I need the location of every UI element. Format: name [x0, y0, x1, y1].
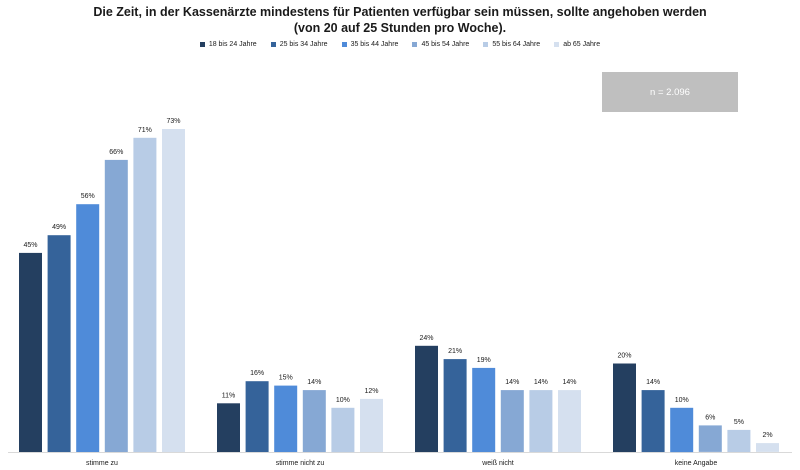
- legend-item: 18 bis 24 Jahre: [199, 41, 257, 48]
- bar-value-label: 56%: [81, 193, 95, 200]
- legend-item: 35 bis 44 Jahre: [341, 41, 399, 48]
- legend-swatch: [483, 42, 489, 47]
- bar: [443, 359, 467, 452]
- category-label: weiß nicht: [481, 460, 514, 467]
- category-label: stimme nicht zu: [276, 460, 325, 467]
- legend-swatch: [199, 42, 205, 47]
- bar-value-label: 14%: [505, 379, 519, 386]
- bar-value-label: 5%: [734, 419, 744, 426]
- bar-value-label: 10%: [336, 397, 350, 404]
- bar: [133, 137, 157, 453]
- bar-value-label: 49%: [52, 224, 66, 231]
- legend-label: 35 bis 44 Jahre: [350, 41, 399, 48]
- bar-value-label: 14%: [562, 379, 576, 386]
- category-label: stimme zu: [86, 460, 118, 467]
- bar-value-label: 66%: [109, 149, 123, 156]
- bar-value-label: 6%: [705, 414, 715, 421]
- legend-label: ab 65 Jahre: [563, 41, 601, 48]
- chart-title: Die Zeit, in der Kassenärzte mindestens …: [0, 4, 800, 36]
- legend-label: 25 bis 34 Jahre: [279, 41, 328, 48]
- bar: [162, 129, 185, 452]
- bar-value-label: 73%: [166, 118, 180, 125]
- bar: [698, 425, 722, 452]
- bar: [613, 363, 636, 452]
- legend-item: 25 bis 34 Jahre: [270, 41, 328, 48]
- bar: [558, 390, 581, 452]
- bar-value-label: 2%: [762, 432, 772, 439]
- bar: [529, 390, 553, 452]
- legend-item: 55 bis 64 Jahre: [483, 41, 540, 48]
- bar: [415, 345, 438, 452]
- bar: [670, 407, 694, 453]
- bar: [76, 204, 100, 452]
- bar: [47, 235, 71, 452]
- category-label: keine Angabe: [675, 460, 718, 467]
- legend-label: 45 bis 54 Jahre: [421, 41, 470, 48]
- legend-swatch: [554, 42, 560, 47]
- legend-swatch: [341, 42, 347, 47]
- bar: [331, 407, 355, 453]
- sample-size-box: n = 2.096: [602, 72, 738, 112]
- bar: [472, 367, 496, 452]
- bar: [104, 159, 128, 452]
- bar-value-label: 14%: [307, 379, 321, 386]
- bar-value-label: 21%: [448, 348, 462, 355]
- bar-value-label: 16%: [250, 370, 264, 377]
- bar-value-label: 15%: [279, 375, 293, 382]
- bar-value-label: 71%: [138, 127, 152, 134]
- bar: [641, 390, 665, 452]
- bar-value-label: 14%: [646, 379, 660, 386]
- bar-value-label: 19%: [477, 357, 491, 364]
- bar-value-label: 20%: [617, 353, 631, 360]
- bar: [217, 403, 240, 452]
- legend-swatch: [412, 42, 418, 47]
- legend-item: ab 65 Jahre: [554, 41, 600, 48]
- bar-value-label: 24%: [419, 335, 433, 342]
- chart-legend: 18 bis 24 Jahre 25 bis 34 Jahre 35 bis 44 …: [0, 41, 800, 48]
- bar: [245, 381, 269, 452]
- bar: [19, 252, 42, 452]
- bar: [500, 390, 524, 452]
- bar-value-label: 12%: [364, 388, 378, 395]
- bar: [302, 390, 326, 452]
- chart-title-line-1: Die Zeit, in der Kassenärzte mindestens …: [93, 5, 707, 19]
- chart-title-line-2: (von 20 auf 25 Stunden pro Woche).: [293, 21, 507, 35]
- bar: [756, 443, 779, 452]
- bar-value-label: 11%: [222, 392, 236, 399]
- bar-value-label: 45%: [23, 242, 37, 249]
- bar: [727, 429, 751, 452]
- bar-value-label: 14%: [534, 379, 548, 386]
- bar: [274, 385, 298, 452]
- legend-label: 18 bis 24 Jahre: [208, 41, 257, 48]
- bar: [360, 398, 383, 452]
- legend-label: 55 bis 64 Jahre: [492, 41, 541, 48]
- legend-swatch: [270, 42, 276, 47]
- legend-item: 45 bis 54 Jahre: [412, 41, 469, 48]
- bar-value-label: 10%: [675, 397, 689, 404]
